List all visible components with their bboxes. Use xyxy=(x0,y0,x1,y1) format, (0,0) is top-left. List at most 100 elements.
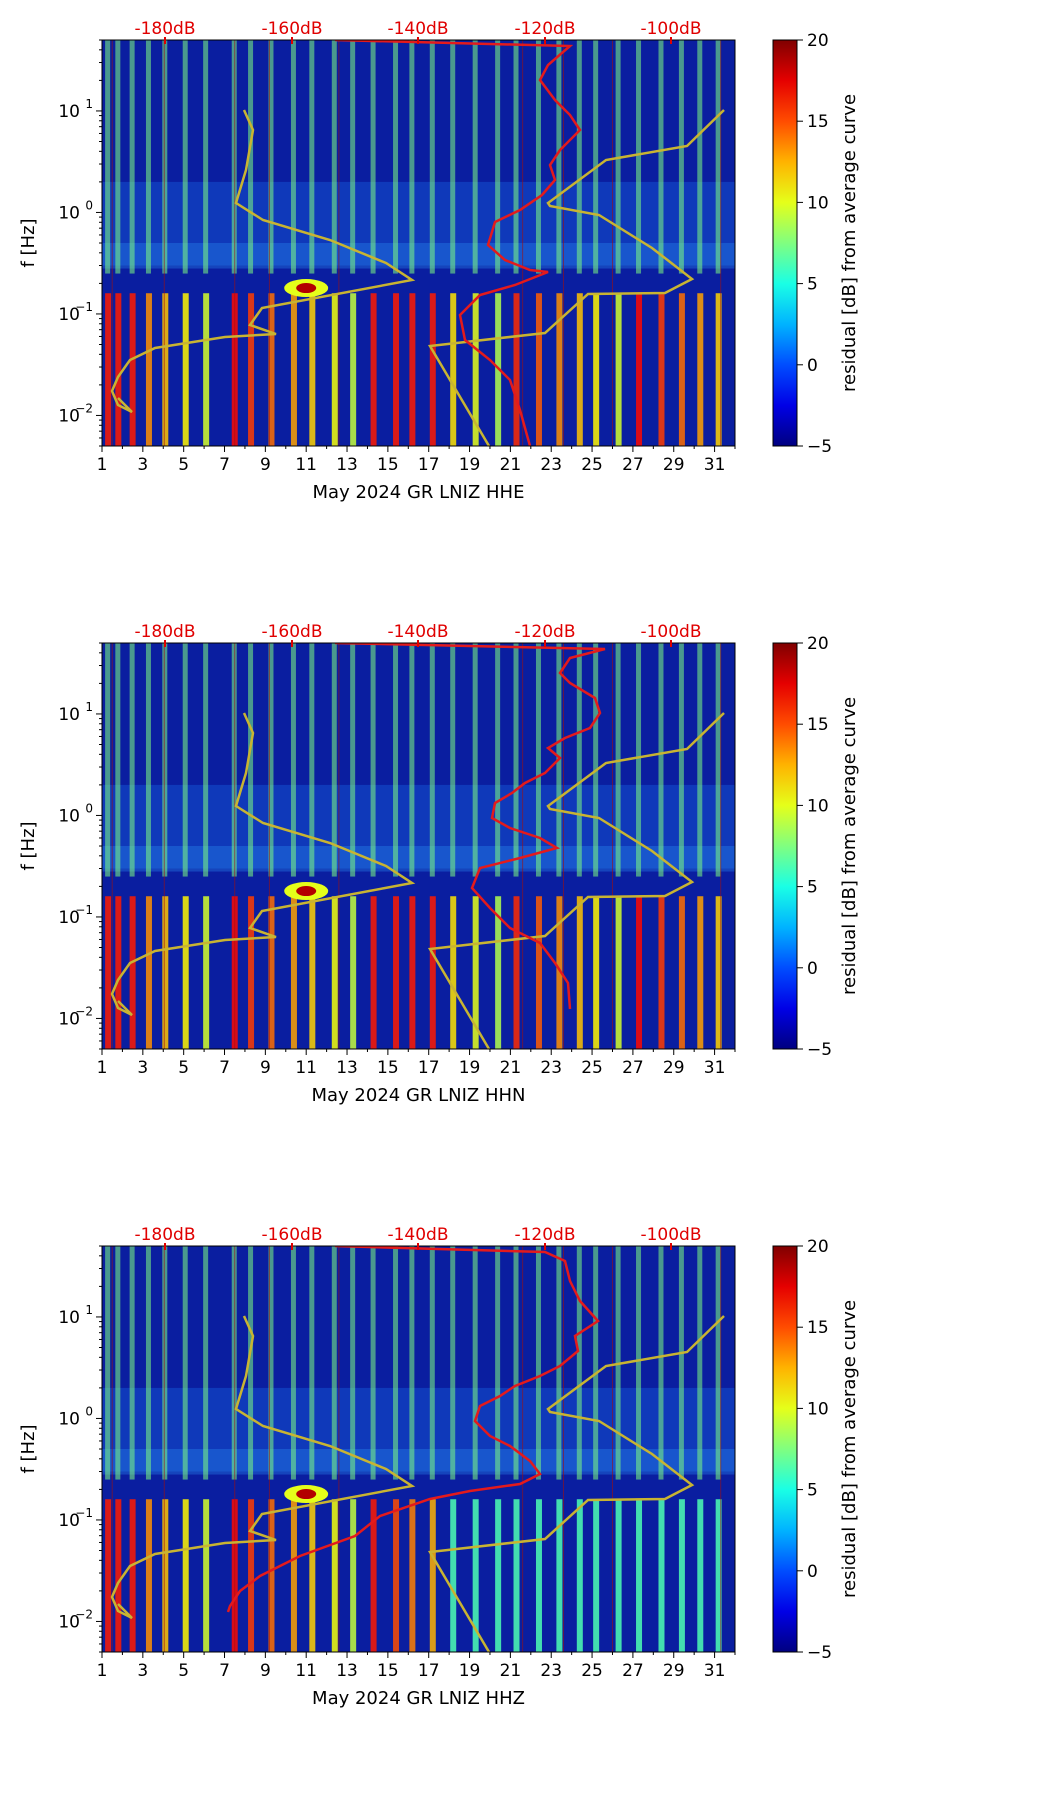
daily-streak-lower xyxy=(203,896,210,1049)
x-tick-label: 31 xyxy=(704,1661,726,1681)
colorbar-tick-label: −5 xyxy=(807,1040,832,1060)
daily-streak-upper xyxy=(697,643,703,877)
daily-streak-lower xyxy=(370,1499,377,1652)
db-scale-label: -140dB xyxy=(387,1225,448,1245)
spectrogram-panel-hhn: 1 3 5 7 9 11 13 15 17 19 21 23 25 27 29 31 10 −2 10 −1 10 0 10… xyxy=(0,603,1052,1203)
daily-streak-upper xyxy=(535,1246,541,1480)
daily-streak-upper xyxy=(393,40,399,274)
daily-streak-lower xyxy=(331,293,338,446)
daily-streak-upper xyxy=(472,643,478,877)
spectrogram-panel-hhz: 1 3 5 7 9 11 13 15 17 19 21 23 25 27 29 31 10 −2 10 −1 10 0 10… xyxy=(0,1206,1052,1806)
x-tick-label: 1 xyxy=(97,1661,108,1681)
colorbar-tick-label: 20 xyxy=(807,1237,829,1257)
colorbar-tick-label: 5 xyxy=(807,1481,818,1501)
daily-streak-lower xyxy=(576,1499,583,1652)
y-tick-exponent: 0 xyxy=(85,801,93,815)
y-tick-label: 10 xyxy=(58,1009,80,1029)
colorbar-frame xyxy=(772,642,798,1050)
daily-streak-upper xyxy=(576,643,582,877)
daily-streak-upper xyxy=(409,643,415,877)
daily-streak-lower xyxy=(636,293,643,446)
y-tick-exponent: −2 xyxy=(75,401,93,415)
daily-streak-lower xyxy=(268,896,275,1049)
daily-streak-upper xyxy=(593,643,599,877)
y-axis-label: f [Hz] xyxy=(18,1424,39,1473)
colorbar-tick-label: 15 xyxy=(807,715,829,735)
colorbar-tick-label: 10 xyxy=(807,796,829,816)
daily-streak-lower xyxy=(472,293,479,446)
daily-streak-upper xyxy=(495,643,501,877)
db-scale-label: -160dB xyxy=(261,622,322,642)
y-tick-label: 10 xyxy=(58,908,80,928)
colorbar-gradient xyxy=(773,40,797,446)
daily-streak-upper xyxy=(145,1246,151,1480)
db-scale-label: -160dB xyxy=(261,1225,322,1245)
db-scale-label: -140dB xyxy=(387,622,448,642)
daily-streak-lower xyxy=(658,896,665,1049)
daily-streak-lower xyxy=(535,293,542,446)
daily-streak-upper xyxy=(268,643,274,877)
daily-streak-lower xyxy=(715,293,722,446)
x-tick-label: 3 xyxy=(137,455,148,475)
daily-streak-lower xyxy=(576,896,583,1049)
daily-streak-lower xyxy=(697,293,704,446)
daily-streak-lower xyxy=(290,1499,297,1652)
daily-streak-upper xyxy=(309,40,315,274)
spectrogram-panel-hhe: 1 3 5 7 9 11 13 15 17 19 21 23 25 27 29 31 10 −2 10 −1 10 0 10… xyxy=(0,0,1052,600)
daily-streak-upper xyxy=(115,1246,121,1480)
daily-streak-upper xyxy=(350,40,356,274)
daily-streak-upper xyxy=(450,1246,456,1480)
daily-streak-lower xyxy=(182,1499,189,1652)
spectrogram-image xyxy=(102,40,735,446)
x-tick-label: 27 xyxy=(622,1661,644,1681)
daily-streak-lower xyxy=(636,896,643,1049)
daily-streak-upper xyxy=(697,40,703,274)
hotspot-core xyxy=(296,886,317,897)
daily-streak-upper xyxy=(658,643,664,877)
y-tick-exponent: −1 xyxy=(75,903,93,917)
daily-streak-lower xyxy=(105,896,112,1049)
daily-streak-lower xyxy=(115,896,122,1049)
daily-streak-lower xyxy=(658,1499,665,1652)
daily-streak-lower xyxy=(429,293,436,446)
daily-streak-lower xyxy=(290,293,297,446)
daily-streak-upper xyxy=(105,1246,111,1480)
daily-streak-upper xyxy=(370,1246,376,1480)
y-axis-label: f [Hz] xyxy=(18,821,39,870)
x-tick-label: 5 xyxy=(178,1058,189,1078)
daily-streak-upper xyxy=(203,40,209,274)
colorbar-tick-label: 0 xyxy=(807,1562,818,1582)
x-tick-label: 1 xyxy=(97,455,108,475)
daily-streak-upper xyxy=(309,643,315,877)
daily-streak-lower xyxy=(268,293,275,446)
db-scale-label: -120dB xyxy=(514,1225,575,1245)
daily-streak-upper xyxy=(182,1246,188,1480)
daily-streak-upper xyxy=(556,1246,562,1480)
daily-streak-upper xyxy=(203,643,209,877)
y-tick-exponent: −1 xyxy=(75,300,93,314)
daily-streak-lower xyxy=(145,1499,152,1652)
daily-streak-lower xyxy=(593,293,600,446)
x-tick-label: 29 xyxy=(663,1058,685,1078)
daily-streak-lower xyxy=(393,896,400,1049)
x-tick-label: 19 xyxy=(459,1661,481,1681)
daily-streak-lower xyxy=(129,1499,136,1652)
daily-streak-upper xyxy=(429,40,435,274)
x-tick-label: 3 xyxy=(137,1661,148,1681)
colorbar-tick-label: 5 xyxy=(807,878,818,898)
daily-streak-upper xyxy=(145,40,151,274)
db-scale-label: -180dB xyxy=(134,1225,195,1245)
daily-streak-upper xyxy=(678,40,684,274)
x-tick-label: 11 xyxy=(295,455,317,475)
daily-streak-lower xyxy=(203,293,210,446)
x-tick-label: 21 xyxy=(500,1058,522,1078)
x-tick-label: 23 xyxy=(540,1661,562,1681)
daily-streak-lower xyxy=(393,1499,400,1652)
x-tick-label: 11 xyxy=(295,1058,317,1078)
colorbar-tick-label: 0 xyxy=(807,959,818,979)
daily-streak-lower xyxy=(472,896,479,1049)
daily-streak-lower xyxy=(145,896,152,1049)
daily-streak-upper xyxy=(697,1246,703,1480)
y-tick-label: 10 xyxy=(58,705,80,725)
x-tick-label: 15 xyxy=(377,1058,399,1078)
